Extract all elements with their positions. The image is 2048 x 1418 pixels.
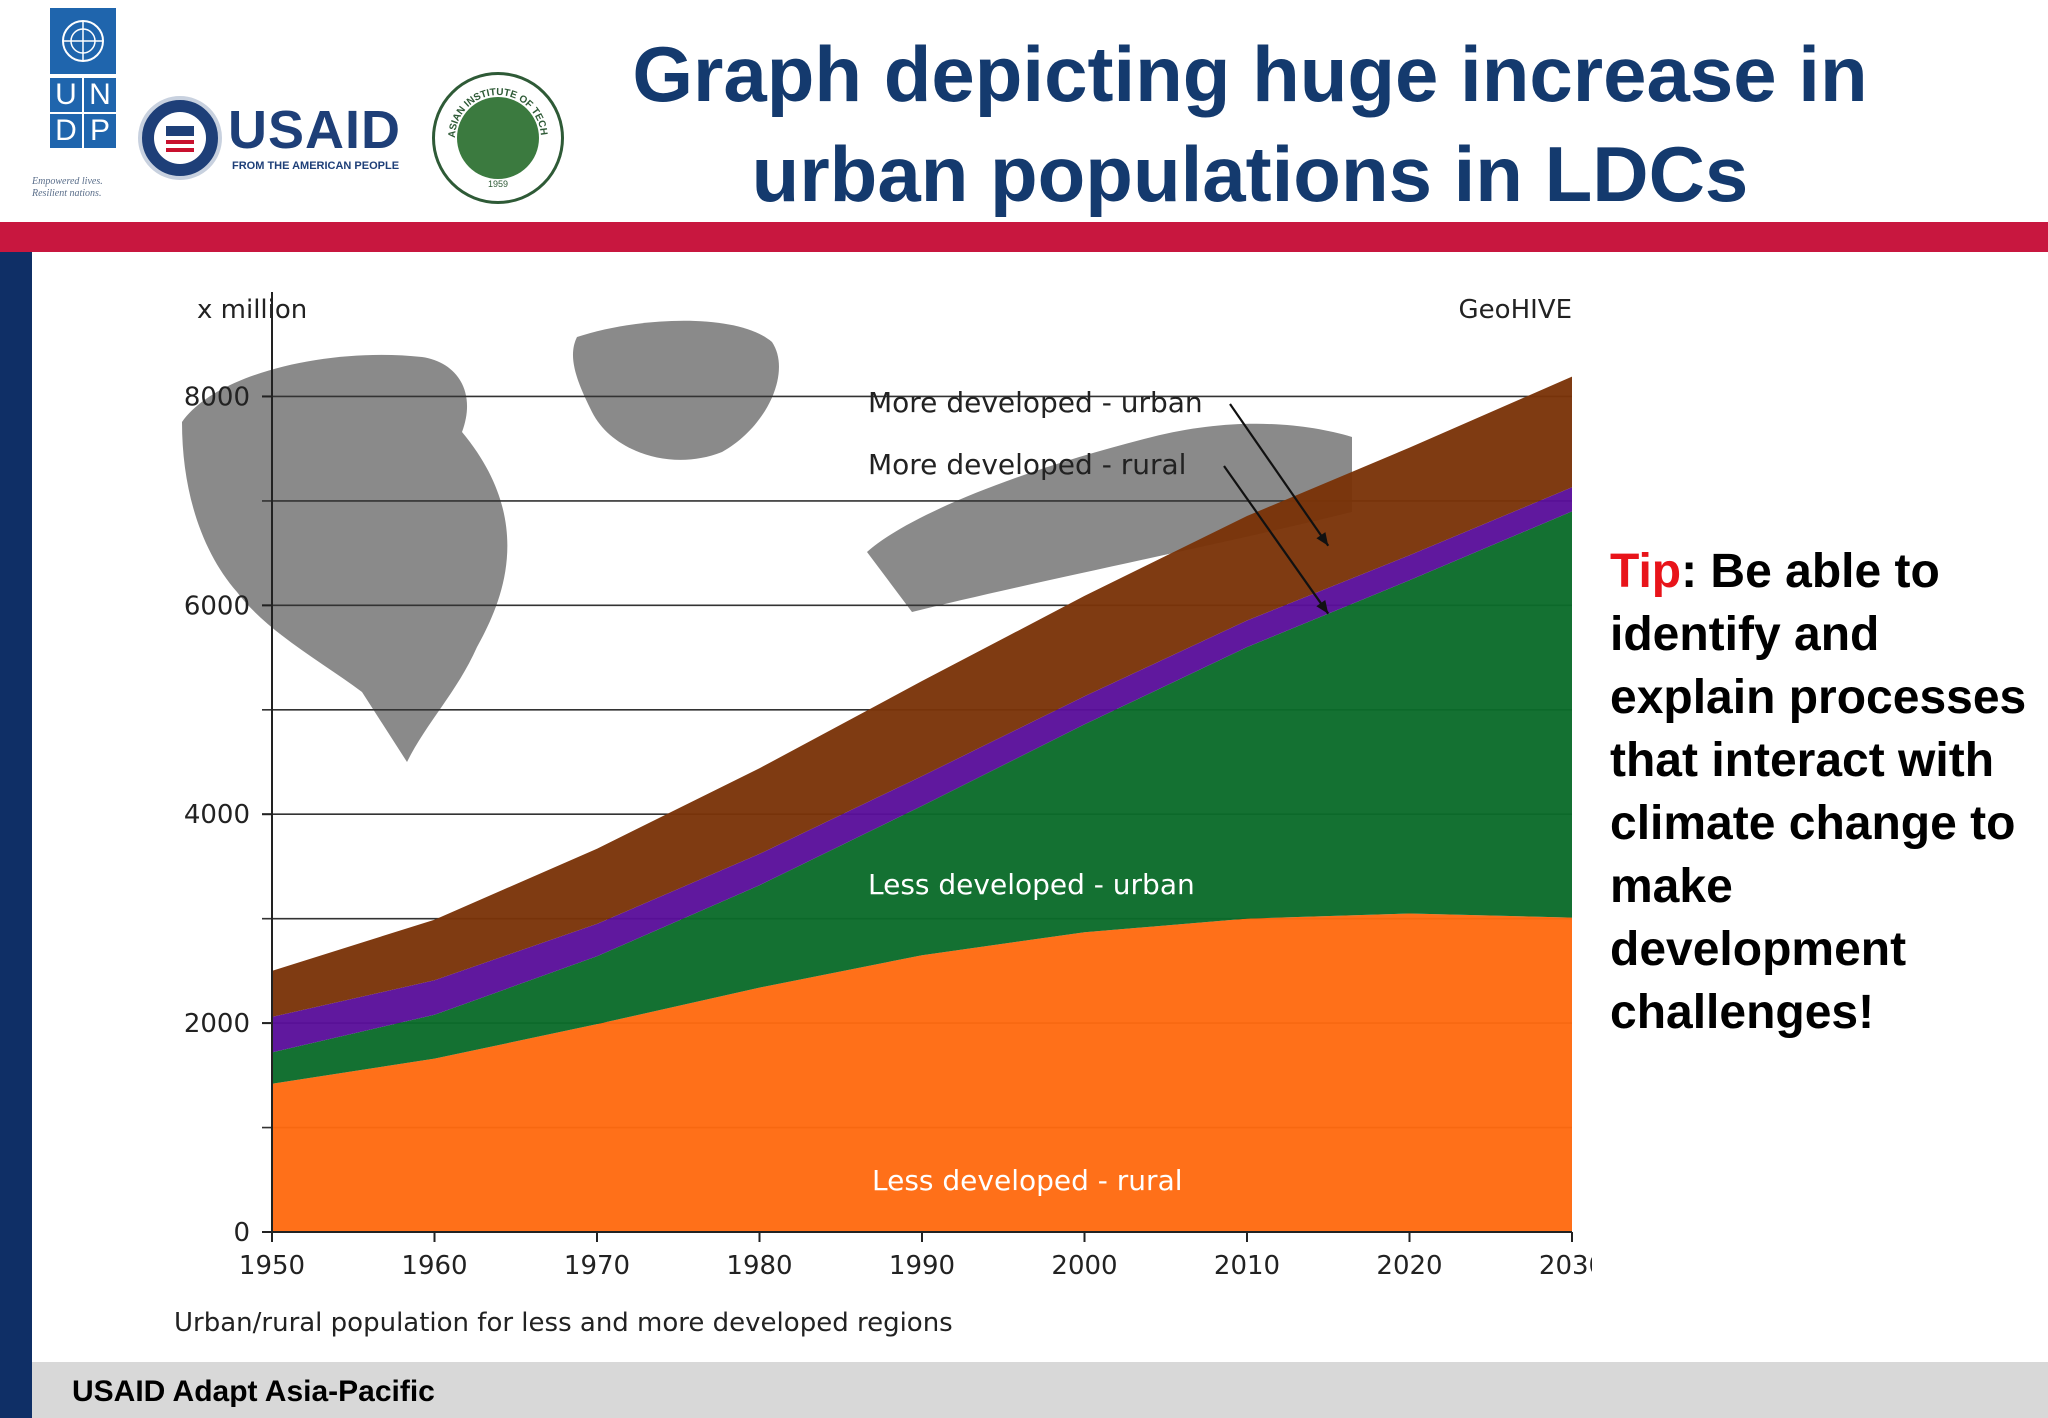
- series-area: [272, 913, 1572, 1232]
- tip-body: : Be able to identify and explain proces…: [1610, 545, 2027, 1039]
- footer-text: USAID Adapt Asia-Pacific: [72, 1375, 435, 1408]
- series-area: [272, 511, 1572, 1084]
- footer: USAID Adapt Asia-Pacific: [32, 1362, 2048, 1418]
- left-accent-bar: [0, 252, 32, 1418]
- y-tick-label: 4000: [184, 800, 250, 830]
- undp-letter: D: [50, 114, 82, 148]
- chart-axes: [262, 292, 1573, 1242]
- y-tick-label: 0: [233, 1218, 250, 1248]
- x-tick-label: 1970: [564, 1251, 630, 1281]
- series-area: [272, 376, 1572, 1017]
- series-area: [272, 487, 1572, 1053]
- population-chart: 0 2000 4000 6000 8000 1950 1960 1970 1980 1990 200…: [174, 292, 1592, 1338]
- red-divider: [0, 222, 2048, 252]
- y-unit-label: x million: [197, 295, 307, 325]
- x-tick-label: 1990: [889, 1251, 955, 1281]
- x-tick-label: 2020: [1376, 1251, 1442, 1281]
- series-annotation: Less developed - urban: [868, 868, 1195, 901]
- tip-label: Tip: [1610, 545, 1682, 598]
- series-annotation: Less developed - rural: [872, 1164, 1183, 1197]
- un-emblem-icon: [50, 8, 116, 74]
- chart-areas: [272, 376, 1572, 1232]
- x-tick-label: 2030: [1539, 1251, 1592, 1281]
- series-annotation: More developed - urban: [868, 386, 1203, 419]
- x-tick-label: 1950: [239, 1251, 305, 1281]
- tip-text: Tip: Be able to identify and explain pro…: [1610, 540, 2030, 1044]
- chart-caption: Urban/rural population for less and more…: [174, 1308, 953, 1338]
- ait-globe-icon: [457, 97, 539, 179]
- usaid-wordmark: USAID: [228, 100, 402, 160]
- annotation-arrow: [1229, 403, 1330, 547]
- page-title: Graph depicting huge increase in urban p…: [632, 30, 1868, 218]
- undp-letter: P: [84, 114, 116, 148]
- world-map-background: [182, 320, 1352, 762]
- x-tick-label: 1980: [726, 1251, 792, 1281]
- y-tick-label: 2000: [184, 1009, 250, 1039]
- undp-letter: N: [84, 78, 116, 112]
- arrowhead: [1316, 532, 1329, 546]
- annotation-arrow: [1223, 465, 1330, 615]
- x-tick-label: 1960: [401, 1251, 467, 1281]
- ait-seal-icon: ASIAN INSTITUTE OF TECHNOLOGY 1959: [432, 72, 564, 204]
- y-tick-label: 6000: [184, 591, 250, 621]
- chart-tick-labels: 0 2000 4000 6000 8000 1950 1960 1970 1980 1990 200…: [184, 382, 1592, 1281]
- undp-tagline: Empowered lives. Resilient nations.: [32, 176, 103, 199]
- usaid-tagline: FROM THE AMERICAN PEOPLE: [232, 160, 400, 172]
- y-tick-label: 8000: [184, 382, 250, 412]
- series-annotation: More developed - rural: [868, 448, 1186, 481]
- arrowhead: [1316, 600, 1329, 614]
- usaid-seal-icon: [138, 96, 222, 180]
- header: U N D P Empowered lives. Resilient natio…: [0, 0, 2048, 222]
- x-tick-label: 2000: [1051, 1251, 1117, 1281]
- source-label: GeoHIVE: [1459, 295, 1572, 325]
- undp-logo: U N D P: [44, 8, 122, 156]
- undp-letter: U: [50, 78, 82, 112]
- x-tick-label: 2010: [1214, 1251, 1280, 1281]
- ait-year: 1959: [488, 179, 508, 189]
- chart-annotations: More developed - urban More developed - r…: [868, 386, 1330, 1197]
